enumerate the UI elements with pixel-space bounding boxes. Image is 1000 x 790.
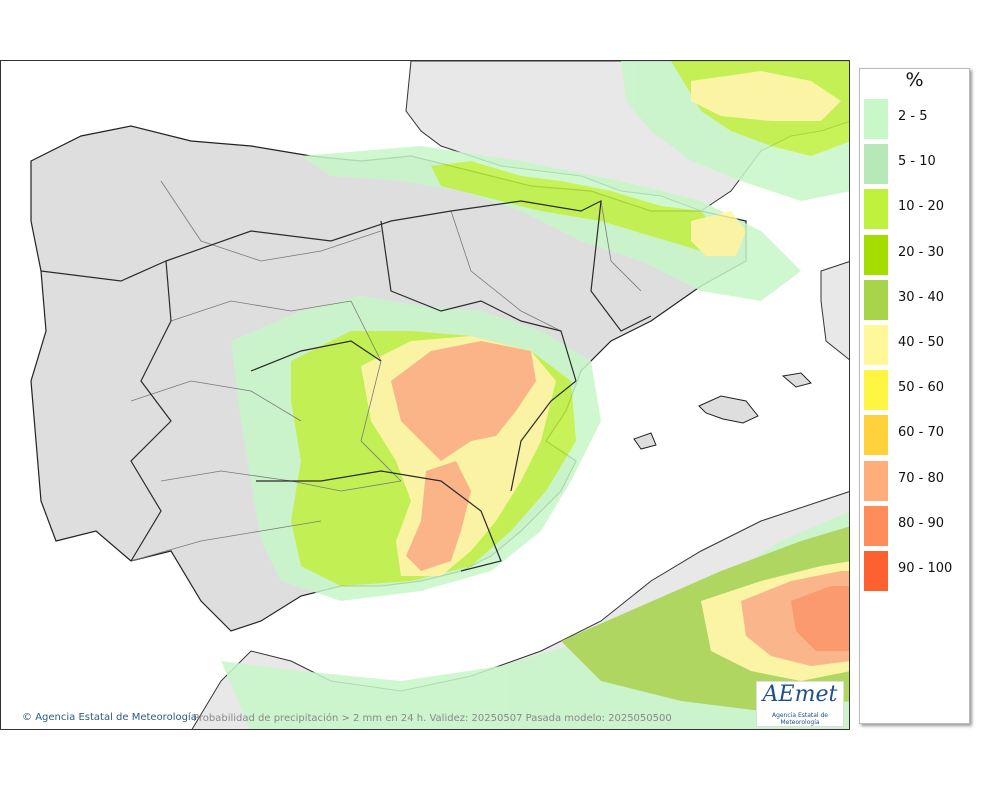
legend-item: 80 - 90 — [864, 502, 964, 546]
legend-swatch — [864, 505, 888, 546]
credit-text: Agencia Estatal de Meteorología — [35, 712, 197, 723]
map-svg — [30, 61, 849, 729]
legend-label: 20 - 30 — [898, 244, 945, 260]
legend-swatch — [864, 325, 888, 365]
legend-label: 30 - 40 — [898, 289, 945, 305]
legend-item: 10 - 20 — [864, 185, 964, 230]
legend-label: 5 - 10 — [898, 154, 936, 170]
logo-text: AEmet — [762, 682, 838, 707]
legend-swatch — [864, 370, 888, 411]
legend-label: 2 - 5 — [898, 109, 928, 124]
precipitation-map — [0, 60, 850, 730]
legend-swatch — [864, 99, 888, 139]
legend-item: 70 - 80 — [864, 457, 964, 501]
legend-label: 70 - 80 — [898, 470, 945, 486]
prob-80-90-south-sea — [791, 586, 849, 651]
legend-swatch — [864, 144, 888, 185]
prob-70-80-center — [391, 341, 536, 461]
legend-item: 20 - 30 — [864, 231, 964, 275]
legend-label: 10 - 20 — [898, 199, 945, 215]
menorca — [781, 372, 812, 388]
legend-item: 60 - 70 — [864, 411, 964, 456]
region-borders — [130, 180, 642, 562]
legend-item: 90 - 100 — [864, 547, 964, 591]
ibiza — [633, 432, 657, 450]
sardinia-edge — [820, 261, 849, 361]
community-borders — [40, 199, 652, 572]
aemet-logo: AEmet Agencia Estatal de Meteorología — [756, 681, 844, 727]
legend-item: 2 - 5 — [864, 95, 964, 139]
legend-title: % — [905, 69, 924, 91]
legend-swatch — [864, 279, 888, 320]
legend-item: 30 - 40 — [864, 276, 964, 320]
logo-subtitle: Agencia Estatal de Meteorología — [771, 712, 828, 726]
legend-item: 5 - 10 — [864, 140, 964, 185]
prob-70-80-south-center — [406, 461, 471, 571]
legend-swatch — [864, 189, 888, 230]
legend-swatch — [864, 551, 888, 591]
copyright-icon: © — [22, 712, 32, 723]
legend-label: 50 - 60 — [898, 380, 945, 396]
legend: % 2 - 5 5 - 10 10 - 20 20 - 30 30 - 40 40 - 5… — [859, 68, 970, 724]
legend-item: 50 - 60 — [864, 366, 964, 411]
legend-swatch — [864, 415, 888, 456]
legend-swatch — [864, 234, 888, 275]
prob-40-50-catalonia — [691, 211, 746, 256]
legend-swatch — [864, 460, 888, 501]
prob-2-5-north — [301, 146, 801, 301]
mallorca — [698, 395, 759, 424]
legend-label: 90 - 100 — [898, 561, 953, 576]
legend-label: 60 - 70 — [898, 425, 945, 441]
legend-label: 40 - 50 — [898, 335, 945, 350]
prob-10-20-pyrenees — [431, 161, 721, 251]
legend-item: 40 - 50 — [864, 321, 964, 365]
probability-layer — [221, 61, 849, 729]
map-caption: Probabilidad de precipitación > 2 mm en … — [193, 713, 672, 724]
prob-40-50-france — [691, 71, 841, 121]
aemet-credit: © Agencia Estatal de Meteorología — [22, 712, 197, 723]
legend-label: 80 - 90 — [898, 515, 945, 531]
